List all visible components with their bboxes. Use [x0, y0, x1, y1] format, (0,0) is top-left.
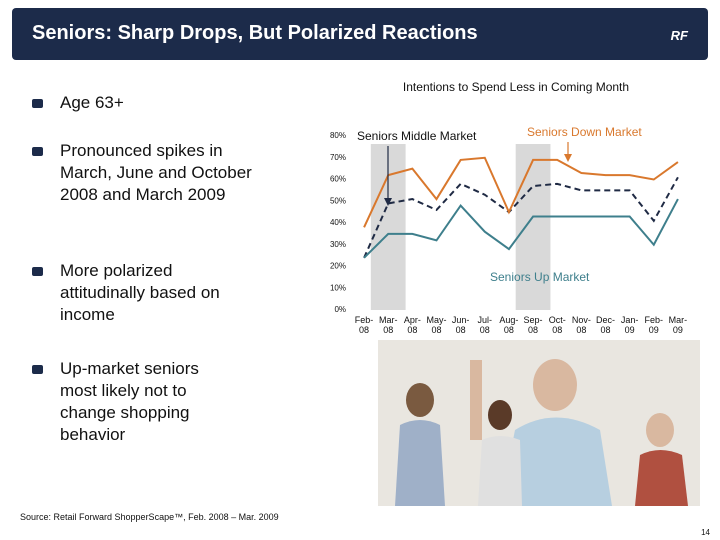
arrow-head	[564, 154, 572, 162]
series-line	[363, 156, 679, 228]
x-tick-label: Mar-08	[378, 315, 398, 335]
y-tick-label: 70%	[330, 153, 346, 162]
y-tick-label: 30%	[330, 240, 346, 249]
series-label: Seniors Up Market	[490, 270, 590, 284]
series-label: Seniors Down Market	[527, 125, 642, 139]
x-tick-label: Feb-08	[354, 315, 374, 335]
bullet: Age 63+	[32, 92, 260, 114]
x-tick-label: Dec-08	[595, 315, 615, 335]
x-tick-label: Jan-09	[620, 315, 639, 335]
bullet: More polarized attitudinally based on in…	[32, 260, 260, 326]
x-tick-label: Oct-08	[548, 315, 566, 335]
series-line	[363, 176, 679, 259]
logo: RF	[670, 28, 688, 43]
bullet: Pronounced spikes in March, June and Oct…	[32, 140, 260, 206]
slide-title: Seniors: Sharp Drops, But Polarized Reac…	[32, 22, 478, 44]
chart-title: Intentions to Spend Less in Coming Month	[403, 80, 629, 94]
y-tick-label: 20%	[330, 262, 346, 271]
x-tick-label: Apr-08	[403, 315, 421, 335]
x-tick-label: Jul-08	[477, 315, 493, 335]
series-label: Seniors Middle Market	[357, 129, 477, 143]
x-tick-label: May-08	[426, 315, 447, 335]
x-tick-label: Jun-08	[451, 315, 470, 335]
photo	[378, 340, 700, 506]
highlight-band	[515, 144, 551, 310]
y-tick-label: 10%	[330, 283, 346, 292]
page-number: 14	[701, 528, 710, 537]
y-tick-label: 0%	[334, 305, 346, 314]
x-tick-label: Nov-08	[571, 315, 591, 335]
x-tick-label: Feb-09	[644, 315, 664, 335]
y-tick-label: 60%	[330, 175, 346, 184]
bullet: Up-market seniors most likely not to cha…	[32, 358, 230, 446]
x-tick-label: Aug-08	[499, 315, 519, 335]
y-tick-label: 40%	[330, 218, 346, 227]
x-tick-label: Mar-09	[668, 315, 688, 335]
arrow-head	[384, 198, 392, 206]
y-tick-label: 80%	[330, 131, 346, 140]
y-tick-label: 50%	[330, 196, 346, 205]
header: Seniors: Sharp Drops, But Polarized Reac…	[12, 8, 708, 60]
x-tick-label: Sep-08	[523, 315, 543, 335]
source: Source: Retail Forward ShopperScape™, Fe…	[20, 512, 279, 522]
series-line	[363, 198, 679, 259]
